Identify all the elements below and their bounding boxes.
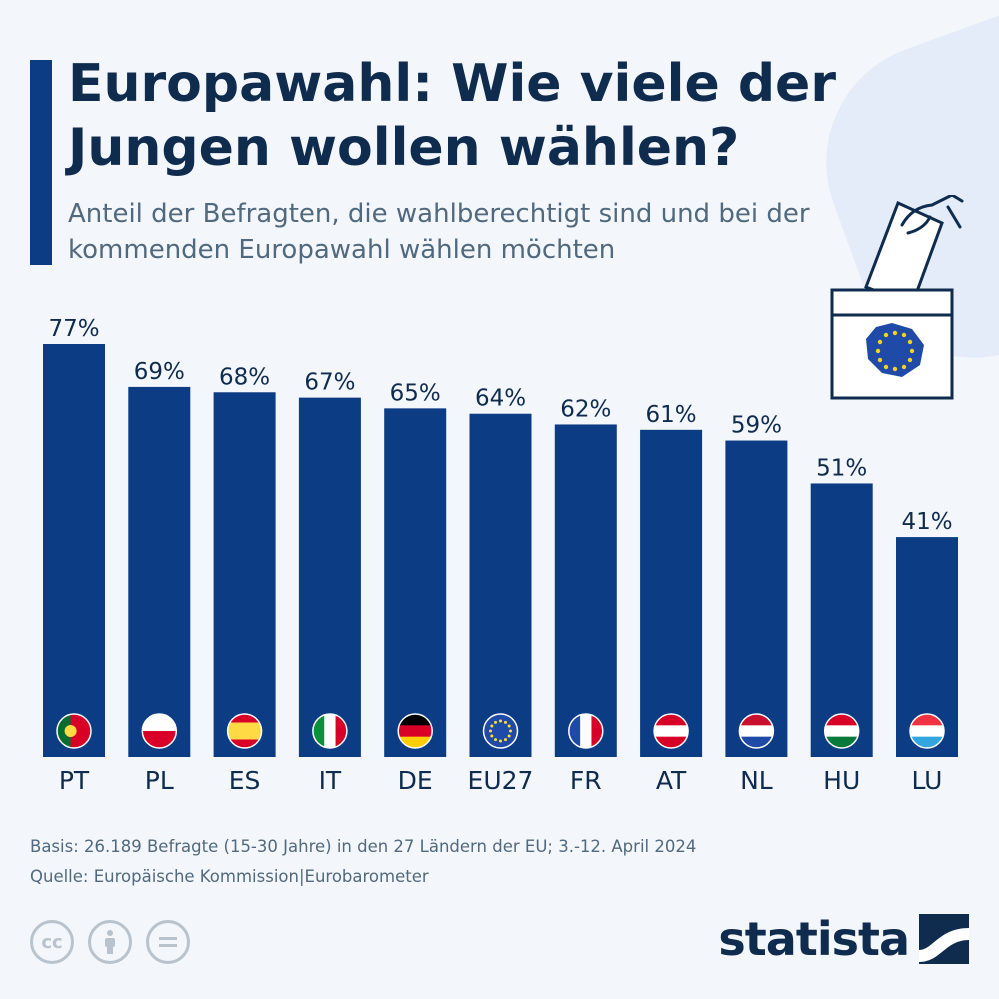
value-label-fr: 62%	[560, 396, 611, 422]
bar-group-pt: 77% PT	[43, 316, 105, 795]
chart-title: Europawahl: Wie viele der Jungen wollen …	[68, 54, 836, 178]
flag-lu-icon	[909, 713, 945, 749]
flag-pt-icon	[56, 713, 92, 749]
nd-icon	[146, 920, 190, 964]
value-label-hu: 51%	[816, 455, 867, 481]
flag-nl-icon	[738, 713, 775, 749]
title-accent-bar	[30, 60, 52, 265]
value-label-nl: 59%	[731, 413, 782, 439]
flag-hu-icon	[823, 713, 860, 749]
chart-notes: Basis: 26.189 Befragte (15-30 Jahre) in …	[30, 832, 696, 892]
category-label-pl: PL	[145, 766, 174, 795]
flag-es-icon	[226, 713, 263, 749]
category-label-pt: PT	[59, 766, 90, 795]
bar-group-fr: 62% FR	[554, 396, 617, 795]
bar-es	[213, 392, 276, 757]
category-label-hu: HU	[823, 766, 860, 795]
value-label-it: 67%	[304, 370, 355, 396]
license-icons: cc	[30, 920, 190, 964]
basis-note: Basis: 26.189 Befragte (15-30 Jahre) in …	[30, 837, 697, 856]
bar-group-pl: 69% PL	[128, 359, 191, 795]
value-label-pt: 77%	[48, 316, 99, 342]
category-label-it: IT	[319, 766, 342, 795]
bar-group-lu: 41% LU	[896, 509, 958, 795]
by-icon	[88, 920, 132, 964]
statista-logo-icon	[919, 914, 969, 964]
bar-pl	[128, 386, 191, 757]
bar-group-nl: 59% NL	[725, 413, 788, 795]
value-label-at: 61%	[646, 402, 697, 428]
statista-brand[interactable]: statista	[718, 912, 969, 966]
value-label-eu27: 64%	[475, 386, 526, 412]
flag-it-icon	[312, 713, 348, 749]
bar-de	[384, 408, 447, 757]
category-label-es: ES	[229, 766, 261, 795]
value-label-pl: 69%	[134, 359, 185, 385]
category-label-nl: NL	[740, 766, 773, 795]
bar-it	[298, 397, 361, 757]
category-label-at: AT	[656, 766, 687, 795]
category-label-eu27: EU27	[468, 766, 534, 795]
bar-at	[640, 429, 703, 757]
category-label-lu: LU	[912, 766, 943, 795]
chart-subtitle: Anteil der Befragten, die wahlberechtigt…	[68, 199, 810, 265]
flag-de-icon	[397, 713, 433, 749]
bar-group-eu27: 64% EU27	[468, 386, 534, 795]
flag-eu27-icon	[482, 713, 519, 749]
value-label-de: 65%	[390, 380, 441, 406]
bar-chart: 77% PT 69% PL 68% ES 67% IT 65% DE 64% EU27 62% FR 61%…	[43, 316, 958, 795]
value-label-lu: 41%	[901, 509, 952, 535]
bar-nl	[725, 440, 788, 757]
bar-group-es: 68% ES	[213, 364, 276, 795]
flag-at-icon	[653, 713, 689, 749]
ballot-box-icon	[830, 195, 964, 400]
flag-pl-icon	[141, 713, 178, 749]
flag-fr-icon	[568, 713, 604, 749]
bar-group-it: 67% IT	[298, 370, 361, 795]
category-label-fr: FR	[570, 766, 602, 795]
source-note: Quelle: Europäische Kommission|Eurobarom…	[30, 867, 429, 886]
statista-wordmark: statista	[718, 912, 910, 966]
bar-fr	[554, 424, 617, 757]
bar-group-at: 61% AT	[640, 402, 703, 795]
cc-icon: cc	[30, 920, 74, 964]
value-label-es: 68%	[219, 364, 270, 390]
bar-pt	[43, 344, 105, 757]
bar-eu27	[469, 413, 532, 757]
category-label-de: DE	[398, 766, 433, 795]
bar-group-de: 65% DE	[384, 380, 447, 795]
bar-group-hu: 51% HU	[810, 455, 873, 795]
bar-hu	[810, 483, 873, 757]
